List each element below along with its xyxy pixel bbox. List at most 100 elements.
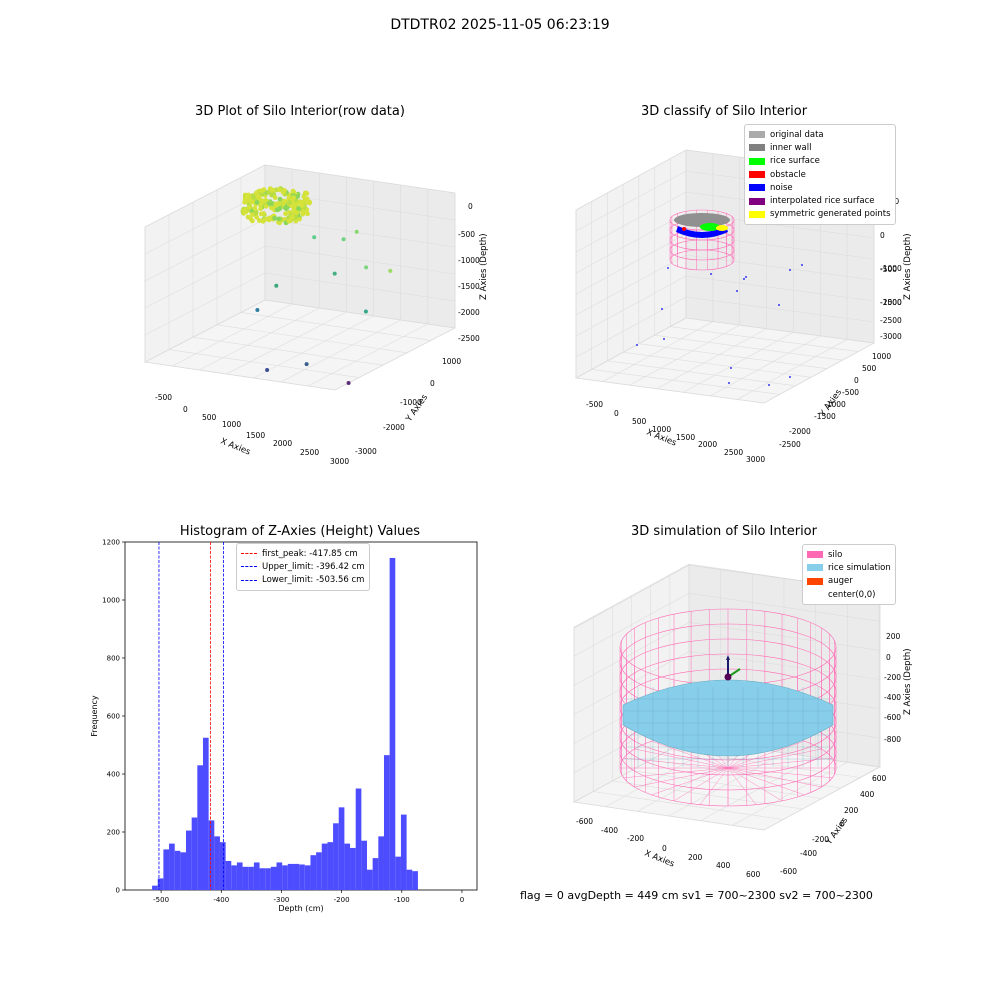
- data-point: [332, 271, 337, 276]
- cluster-point: [253, 210, 259, 215]
- gridline: [575, 317, 687, 379]
- plot2-legend-item: inner wall: [749, 141, 891, 154]
- gridline: [573, 651, 690, 715]
- plot1-ytick: -1000: [400, 398, 422, 407]
- plot4-ztick: -600: [884, 713, 901, 722]
- histogram-bar: [383, 755, 390, 890]
- gridline: [575, 275, 687, 337]
- noise-point: [710, 273, 712, 275]
- histogram-bar: [333, 823, 339, 890]
- gridline: [216, 324, 408, 354]
- plot4-legend-item: auger: [807, 575, 891, 588]
- silo-floor-line: [727, 767, 783, 802]
- plot1-xtick: 500: [202, 413, 217, 422]
- plot4-ztick: -400: [884, 693, 901, 702]
- plot4-xtick: 200: [688, 853, 703, 862]
- plot1-xtick: 3000: [330, 457, 349, 465]
- plot2-ytick: 1000: [872, 352, 891, 361]
- legend-swatch: [749, 131, 765, 139]
- noise-point: [768, 384, 770, 386]
- histogram-bar: [316, 852, 322, 890]
- histogram-bar: [248, 866, 254, 890]
- gridline: [763, 342, 875, 404]
- plot4-ytick: 400: [860, 790, 875, 799]
- center-marker: [724, 673, 732, 681]
- cluster-point: [254, 191, 259, 197]
- histogram-title: Histogram of Z-Axies (Height) Values: [179, 524, 421, 539]
- cluster-point: [307, 199, 313, 205]
- noise-point: [778, 304, 780, 306]
- plot2-ztick: -500: [880, 265, 897, 274]
- histogram-bar: [197, 765, 203, 890]
- histogram-bar: [276, 862, 283, 890]
- plot4-ytick: -400: [800, 849, 817, 858]
- gridline: [656, 328, 767, 389]
- cluster-point: [254, 214, 260, 220]
- plot4-legend-item: rice simulation: [807, 561, 891, 574]
- legend-label: original data: [770, 129, 824, 140]
- ytick-label: 200: [107, 829, 120, 837]
- histogram-bar: [321, 843, 328, 890]
- histogram-bar: [395, 856, 401, 890]
- plot2-xtick: 1500: [676, 433, 695, 442]
- plot2-ytick: 500: [862, 364, 877, 373]
- noise-point: [745, 276, 747, 278]
- cluster-point: [262, 217, 268, 222]
- silo-floor-line: [727, 767, 822, 788]
- gridline: [685, 296, 875, 323]
- plot1-points: [240, 186, 393, 385]
- plot4-xtick: 400: [716, 861, 731, 870]
- data-point: [354, 229, 359, 234]
- histogram-bar: [361, 840, 368, 890]
- histogram-bar: [231, 865, 237, 890]
- noise-point: [663, 338, 665, 340]
- gridline: [573, 592, 690, 657]
- legend-label: interpolated rice surface: [770, 196, 875, 207]
- data-point: [304, 362, 309, 367]
- histogram-ylabel: Frequency: [90, 695, 99, 737]
- cluster-point: [295, 194, 300, 199]
- histogram-bar: [400, 814, 407, 890]
- histogram-legend-item: Upper_limit: -396.42 cm: [241, 560, 365, 573]
- silo-floor-line: [651, 740, 729, 769]
- plot4-ytick: 600: [872, 774, 887, 783]
- legend-label: Lower_limit: -503.56 cm: [262, 575, 365, 586]
- histogram-bar: [265, 868, 271, 890]
- legend-swatch: [807, 591, 823, 599]
- gridline: [334, 327, 456, 391]
- gridline: [575, 296, 687, 358]
- legend-swatch: [749, 157, 765, 165]
- plot2-xtick: 0: [614, 409, 619, 418]
- plot1-xtick: 2000: [273, 439, 292, 448]
- plot2-ztick: -1000: [880, 264, 902, 273]
- plot2-ztick: 0: [880, 231, 885, 240]
- plot4-xtick: 600: [746, 870, 761, 879]
- silo-floor-line: [727, 767, 833, 778]
- gridline: [602, 321, 714, 382]
- gridline: [253, 315, 374, 379]
- plot1-xtick: 0: [183, 405, 188, 414]
- histogram-bar: [310, 855, 317, 890]
- cluster-point: [270, 187, 275, 193]
- cluster-point: [289, 215, 295, 220]
- legend-swatch: [807, 564, 823, 572]
- plot2-silo-wireframe: [669, 209, 735, 271]
- plot4-ztick: 0: [886, 653, 891, 662]
- gridline: [623, 351, 812, 378]
- plot2-xtick: 3000: [746, 455, 765, 464]
- plot2-ztick: -2000: [880, 298, 902, 307]
- gridline: [638, 343, 827, 370]
- cluster-point: [254, 200, 260, 205]
- gridline: [240, 312, 432, 341]
- gridline: [607, 360, 796, 387]
- plot2-ytick: -1000: [824, 400, 846, 409]
- legend-swatch: [749, 144, 765, 152]
- symmetric-points: [716, 225, 728, 231]
- cluster-point: [277, 206, 283, 211]
- histogram-bar: [327, 842, 334, 890]
- plot4-xlabel: X Axies: [643, 849, 676, 870]
- gridline: [575, 254, 687, 316]
- plot4-xtick: -200: [627, 834, 644, 843]
- gridline: [591, 369, 780, 395]
- gridline: [575, 212, 687, 274]
